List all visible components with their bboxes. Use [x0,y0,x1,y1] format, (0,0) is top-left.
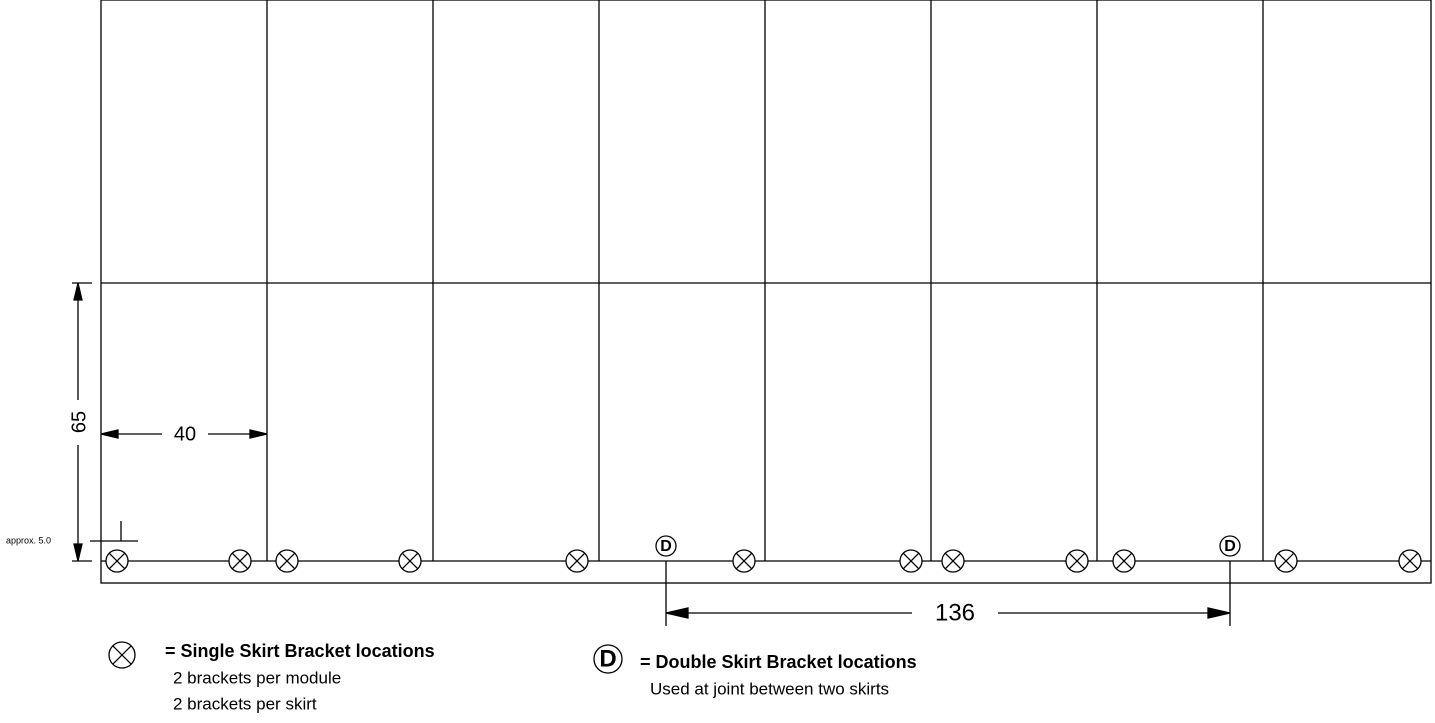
bracket-cross [231,552,249,570]
single-bracket [732,549,756,573]
legend-single-symbol [112,645,132,665]
legend-title: = Single Skirt Bracket locations [165,641,435,661]
single-bracket [275,549,299,573]
single-bracket [1112,549,1136,573]
legend-title: = Double Skirt Bracket locations [640,652,917,672]
bracket-cross [568,552,586,570]
dimension-label: 136 [935,599,975,626]
legend-double-label: D [599,645,616,672]
arrow [1207,607,1231,619]
bracket-cross [902,552,920,570]
bracket-cross [1401,552,1419,570]
legend: = Single Skirt Bracket locations 2 brack… [108,641,917,713]
dimension-label: approx. 5.0 [6,535,51,545]
bracket-cross [401,552,419,570]
bracket-cross [1277,552,1295,570]
double-bracket [655,535,677,557]
module-grid [100,0,1432,584]
legend-note: 2 brackets per module [173,668,341,687]
double-bracket-label: D [660,538,672,555]
arrow [73,282,83,301]
single-bracket [1398,549,1422,573]
single-bracket [1274,549,1298,573]
single-bracket [228,549,252,573]
single-bracket [105,549,129,573]
height-dimension: 65 [68,282,92,562]
single-bracket [565,549,589,573]
legend-note: Used at joint between two skirts [650,679,889,698]
offset-dimension: approx. 5.0 [6,521,138,545]
width-dimension: 40 [100,423,268,445]
bracket-cross [1068,552,1086,570]
single-bracket [1065,549,1089,573]
legend-single-symbol [108,641,136,669]
arrow [249,429,268,439]
dimension-label: 40 [174,423,196,445]
skirt-dimension: 136 [665,583,1231,626]
dimension-label: 65 [68,411,90,433]
legend-note: 2 brackets per skirt [173,694,317,713]
single-bracket [899,549,923,573]
single-bracket [941,549,965,573]
bracket-cross [735,552,753,570]
arrow [73,543,83,562]
single-bracket [398,549,422,573]
bracket-cross [108,552,126,570]
frame [100,0,1432,584]
arrow [665,607,689,619]
bracket-cross [944,552,962,570]
legend-double-symbol [593,644,623,674]
double-bracket [1219,535,1241,557]
double-brackets: D D [655,535,1241,557]
bracket-cross [1115,552,1133,570]
arrow [100,429,119,439]
bracket-cross [278,552,296,570]
brackets [105,549,1422,573]
double-bracket-label: D [1224,538,1236,555]
